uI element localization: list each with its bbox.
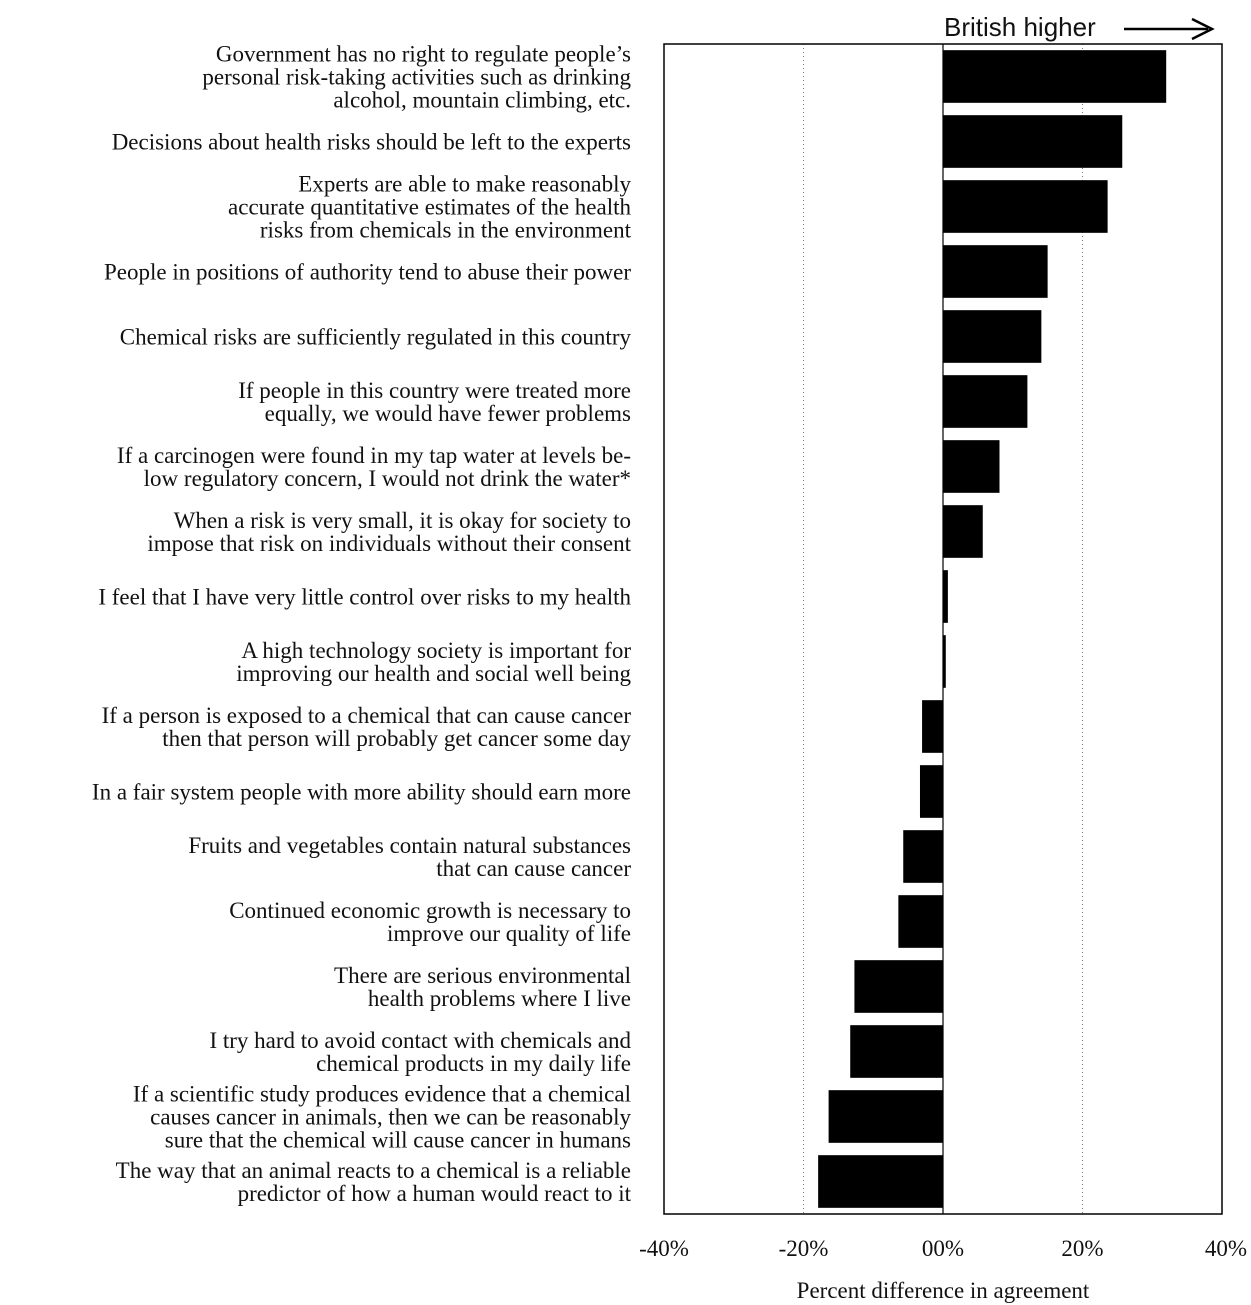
category-label-2: Experts are able to make reasonably accur… [228,172,632,243]
category-label-line: Decisions about health risks should be l… [112,130,631,155]
category-label-line: If people in this country were treated m… [238,378,631,403]
category-label-line: equally, we would have fewer problems [265,401,631,426]
category-label-line: impose that risk on individuals without … [147,531,631,556]
category-label-9: A high technology society is important f… [236,638,631,686]
bars [818,50,1167,1208]
category-label-line: Chemical risks are sufficiently regulate… [120,325,632,350]
gridlines [803,44,1083,1214]
plot-area-frame [663,43,1223,1215]
annotation: British higher [944,12,1215,42]
x-tick-label-0: -40% [639,1236,689,1261]
bar-4 [943,310,1042,363]
category-label-14: There are serious environmental health pr… [334,963,631,1011]
category-label-line: I feel that I have very little control o… [98,585,631,610]
category-label-line: Continued economic growth is necessary t… [229,898,631,923]
annotation-arrowhead-icon [1191,17,1215,41]
category-label-15: I try hard to avoid contact with chemica… [209,1028,631,1076]
category-label-line: If a carcinogen were found in my tap wat… [117,443,631,468]
bar-9 [943,635,946,688]
category-label-line: chemical products in my daily life [316,1051,631,1076]
category-label-line: then that person will probably get cance… [162,726,631,751]
bar-7 [943,505,983,558]
category-label-line: I try hard to avoid contact with chemica… [209,1028,631,1053]
bar-16 [828,1090,943,1143]
bar-14 [854,960,943,1013]
category-label-13: Continued economic growth is necessary t… [229,898,631,946]
category-label-line: risks from chemicals in the environment [260,218,632,243]
category-label-11: In a fair system people with more abilit… [92,780,631,805]
category-label-8: I feel that I have very little control o… [98,585,631,610]
x-tick-labels: -40% -20% 00% 20% 40% [639,1236,1247,1261]
category-label-line: When a risk is very small, it is okay fo… [174,508,631,533]
category-label-6: If a carcinogen were found in my tap wat… [117,443,631,491]
category-label-line: In a fair system people with more abilit… [92,780,631,805]
x-tick-label-3: 20% [1061,1236,1103,1261]
category-label-line: sure that the chemical will cause cancer… [165,1128,631,1153]
bar-8 [943,570,948,623]
category-label-line: health problems where I live [368,986,631,1011]
category-label-line: alcohol, mountain climbing, etc. [333,88,631,113]
category-label-line: personal risk-taking activities such as … [202,65,631,90]
category-label-line: There are serious environmental [334,963,631,988]
category-label-5: If people in this country were treated m… [238,378,631,426]
category-label-4: Chemical risks are sufficiently regulate… [120,325,632,350]
x-tick-label-4: 40% [1205,1236,1247,1261]
bar-1 [943,115,1123,168]
annotation-text: British higher [944,12,1096,42]
category-label-line: Fruits and vegetables contain natural su… [188,833,631,858]
bar-15 [850,1025,943,1078]
category-label-line: Experts are able to make reasonably [298,172,631,197]
bar-2 [943,180,1108,233]
category-label-1: Decisions about health risks should be l… [112,130,631,155]
category-label-line: The way that an animal reacts to a chemi… [116,1158,631,1183]
category-label-line: If a scientific study produces evidence … [133,1082,631,1107]
category-label-line: that can cause cancer [436,856,631,881]
category-label-7: When a risk is very small, it is okay fo… [147,508,631,556]
x-tick-label-2: 00% [922,1236,964,1261]
category-label-line: predictor of how a human would react to … [238,1181,632,1206]
category-label-0: Government has no right to regulate peop… [202,42,631,113]
category-label-10: If a person is exposed to a chemical tha… [102,703,632,751]
bar-11 [919,765,943,818]
bar-6 [943,440,1000,493]
bar-5 [943,375,1028,428]
category-label-line: If a person is exposed to a chemical tha… [102,703,632,728]
bar-10 [922,700,943,753]
category-label-line: accurate quantitative estimates of the h… [228,195,631,220]
bar-3 [943,245,1048,298]
bar-0 [943,50,1167,103]
category-label-line: improving our health and social well bei… [236,661,631,686]
category-label-17: The way that an animal reacts to a chemi… [116,1158,632,1206]
category-label-12: Fruits and vegetables contain natural su… [188,833,631,881]
category-label-line: causes cancer in animals, then we can be… [150,1105,631,1130]
x-tick-label-1: -20% [779,1236,829,1261]
category-label-line: People in positions of authority tend to… [104,260,631,285]
x-axis-title: Percent difference in agreement [797,1278,1090,1303]
category-label-line: A high technology society is important f… [241,638,631,663]
category-label-16: If a scientific study produces evidence … [133,1082,632,1153]
category-label-line: improve our quality of life [387,921,631,946]
category-label-line: low regulatory concern, I would not drin… [144,466,631,491]
bar-17 [818,1155,943,1208]
bar-12 [903,830,943,883]
category-label-line: Government has no right to regulate peop… [216,42,631,67]
category-label-3: People in positions of authority tend to… [104,260,631,285]
category-labels: Government has no right to regulate peop… [92,42,632,1207]
bar-13 [898,895,943,948]
